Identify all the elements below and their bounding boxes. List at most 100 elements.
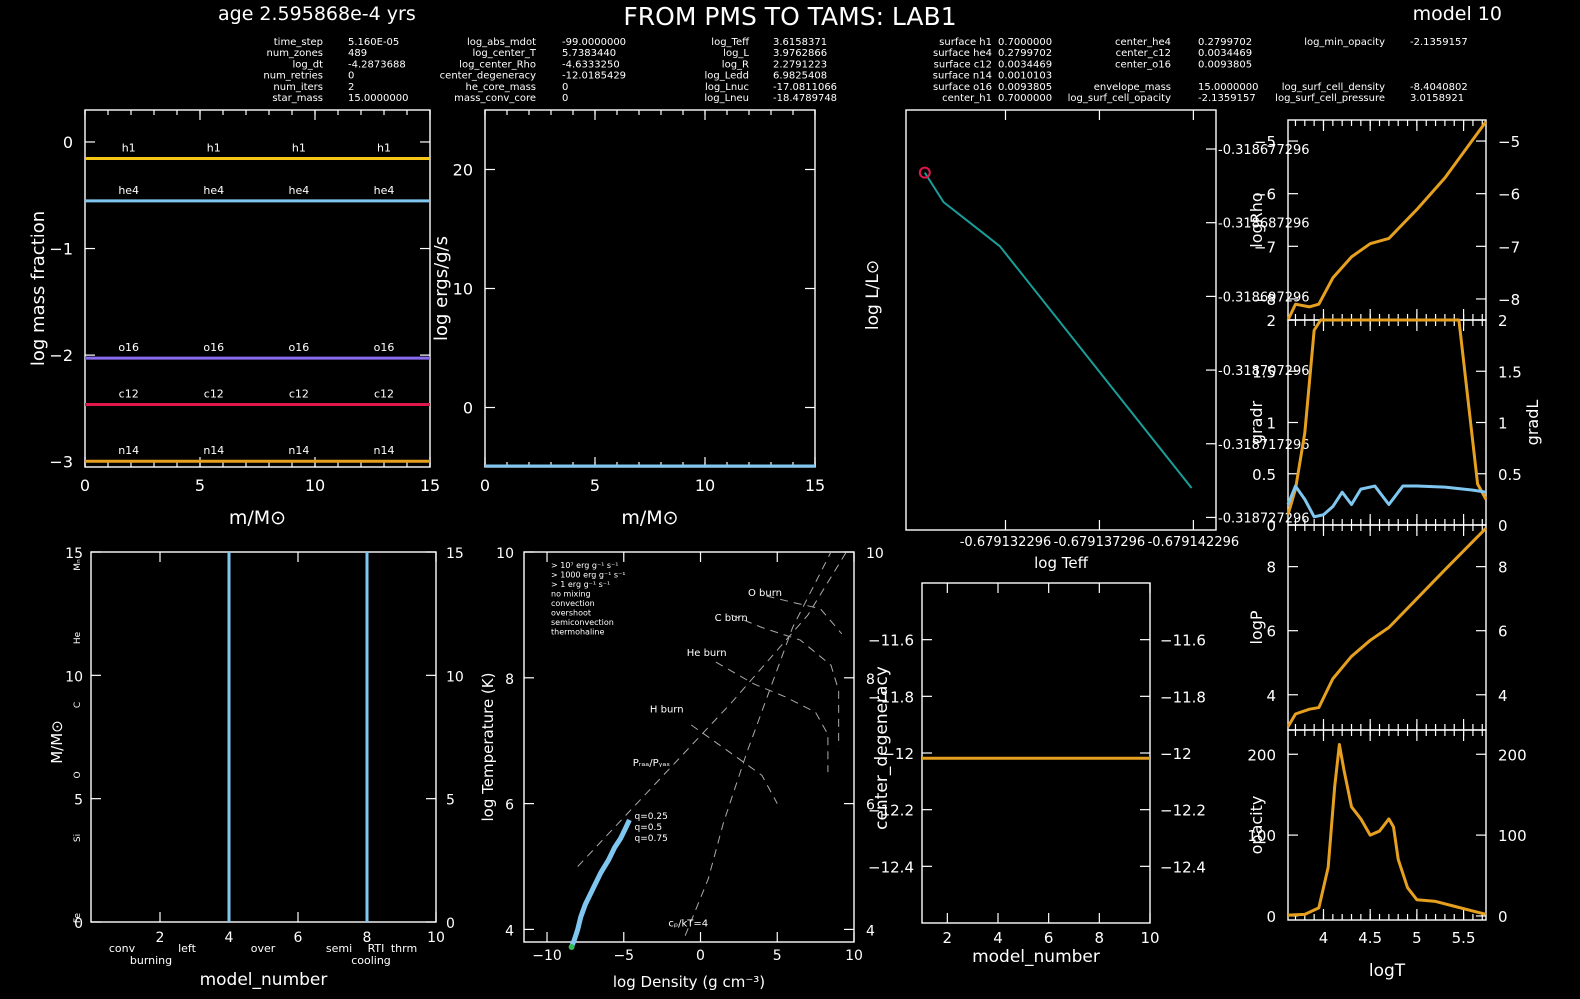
info-value: 3.6158371 — [773, 37, 827, 48]
power-panel — [484, 109, 816, 468]
trho-legend-item: convection — [551, 599, 595, 608]
y-axis-label: logRho — [1247, 192, 1266, 247]
logRho-panel — [1287, 119, 1487, 321]
info-label: surface he4 — [933, 48, 992, 59]
series-label-h1: h1 — [122, 141, 136, 154]
info-value: -2.1359157 — [1410, 37, 1468, 48]
region-label: H burn — [650, 704, 684, 715]
y-tick-label: -0.318717296 — [1218, 438, 1310, 453]
guide-curve — [577, 551, 847, 867]
info-label: time_step — [274, 37, 323, 48]
info-label: log_Lnuc — [705, 82, 749, 93]
y-tick-label: 6 — [505, 798, 514, 814]
x-tick-label: 4.5 — [1358, 929, 1382, 947]
element-marker: He — [73, 631, 83, 644]
info-value: 0 — [562, 82, 568, 93]
y-tick-label: 1 — [1266, 415, 1276, 433]
info-label: log_Teff — [711, 37, 750, 48]
trho-legend-item: semiconvection — [551, 618, 614, 627]
info-value: 0.0093805 — [1198, 59, 1252, 70]
info-value: 0.0093805 — [998, 82, 1052, 93]
x-tick-label: 5 — [773, 948, 782, 964]
region-label: O burn — [748, 588, 782, 599]
info-label: log_R — [722, 59, 749, 70]
guide-curve — [731, 614, 840, 747]
trho-panel — [523, 551, 855, 943]
y-tick-label: −2 — [49, 346, 73, 365]
info-label: surface c12 — [934, 59, 992, 70]
y-tick-label-right: −11.6 — [1160, 632, 1206, 650]
y-tick-label: −12 — [882, 745, 914, 763]
region-label: He burn — [687, 648, 727, 659]
region-label: C burn — [715, 613, 748, 624]
x-tick-label: 8 — [1095, 929, 1105, 947]
y-axis-label: opacity — [1247, 796, 1266, 855]
legend-burning: burning — [130, 954, 172, 967]
x-tick-label: 5 — [195, 476, 205, 495]
y-tick-label: 10 — [65, 669, 83, 685]
x-axis-label: m/M⊙ — [621, 507, 678, 529]
x-axis-label: log Teff — [1034, 554, 1088, 572]
x-tick-label: 2 — [943, 929, 953, 947]
series-label-c12: c12 — [374, 387, 394, 400]
y-tick-label-right: −8 — [1498, 291, 1520, 309]
y-tick-label: 15 — [65, 546, 83, 562]
x-tick-label: 8 — [363, 930, 372, 946]
legend-left: left — [178, 942, 197, 955]
info-label: envelope_mass — [1094, 82, 1171, 93]
x-tick-label: -0.679137296 — [1054, 535, 1146, 550]
x-tick-label: 0 — [696, 948, 705, 964]
grad-curve — [1286, 318, 1488, 516]
info-label: log_min_opacity — [1304, 37, 1385, 48]
info-label: log_surf_cell_opacity — [1068, 93, 1171, 104]
y-tick-label: −5 — [1254, 133, 1276, 151]
x-tick-label: 5 — [1412, 929, 1422, 947]
y-tick-label-right: 100 — [1498, 827, 1527, 845]
y-axis-label: log L/L⊙ — [863, 260, 883, 330]
y-tick-label-right: 0 — [1498, 517, 1508, 535]
info-value: 0.0034469 — [1198, 48, 1252, 59]
series-label-c12: c12 — [204, 387, 224, 400]
info-value: 3.9762866 — [773, 48, 827, 59]
region-label: cₚ/kT=4 — [668, 918, 708, 929]
x-tick-label: 10 — [695, 476, 715, 495]
x-axis-label: log Density (g cm⁻³) — [613, 973, 765, 991]
x-tick-label: 0 — [80, 476, 90, 495]
info-value: 0.0010103 — [998, 71, 1052, 82]
y-tick-label-right: 4 — [866, 923, 875, 939]
info-label: center_h1 — [942, 93, 992, 104]
y-axis-label-right: gradL — [1523, 400, 1542, 446]
x-tick-label: 10 — [1140, 929, 1159, 947]
info-value: -18.4789748 — [773, 93, 837, 104]
y-tick-label-right: 2 — [1498, 312, 1508, 330]
y-tick-label: -0.318677296 — [1218, 143, 1310, 158]
info-label: log_Ledd — [705, 71, 750, 82]
info-value: 0.2799702 — [998, 48, 1052, 59]
info-value: 0.0034469 — [998, 59, 1052, 70]
y-tick-label: −11.8 — [868, 688, 914, 706]
info-value: -2.1359157 — [1198, 93, 1256, 104]
series-label-h1: h1 — [207, 141, 221, 154]
y-axis-label: gradr — [1247, 400, 1266, 444]
series-label-o16: o16 — [374, 341, 395, 354]
series-label-n14: n14 — [288, 444, 309, 457]
age-readout: age 2.595868e-4 yrs — [218, 3, 416, 25]
series-label-c12: c12 — [119, 387, 139, 400]
y-tick-label: −3 — [49, 453, 73, 472]
y-tick-label: −11.6 — [868, 632, 914, 650]
trho-legend-item: overshoot — [551, 609, 591, 618]
y-tick-label-right: 6 — [1498, 623, 1508, 641]
y-tick-label: 0 — [74, 916, 83, 932]
abundance-panel — [84, 109, 431, 468]
info-label: log_L — [723, 48, 749, 59]
y-tick-label: 0 — [63, 133, 73, 152]
legend-cooling: cooling — [351, 954, 391, 967]
y-axis-label: log mass fraction — [28, 211, 49, 366]
element-marker: Fe — [73, 912, 83, 923]
y-tick-label-right: 0 — [446, 916, 455, 932]
y-tick-label: −6 — [1254, 186, 1276, 204]
y-tick-label-right: −5 — [1498, 133, 1520, 151]
info-label: log_abs_mdot — [467, 37, 536, 48]
y-tick-label-right: −12.4 — [1160, 858, 1206, 876]
